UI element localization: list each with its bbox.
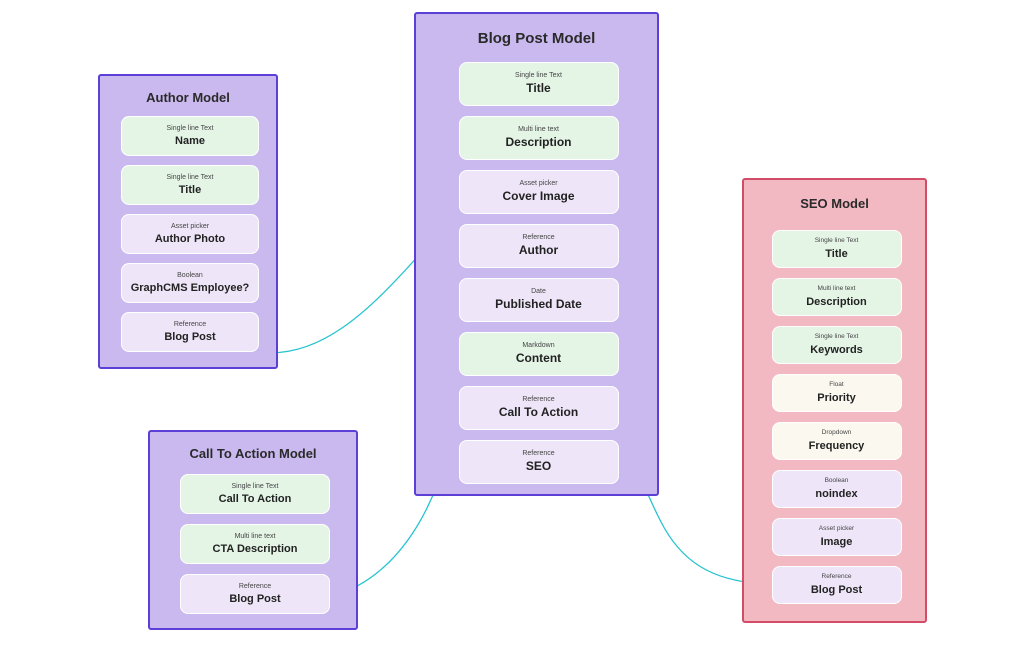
field-type: Reference	[522, 396, 554, 403]
field-type: Reference	[822, 574, 852, 581]
model-cta: Call To Action Model Single line Text Call…	[148, 430, 358, 630]
field-seo-6: Asset picker Image	[772, 518, 902, 556]
diagram-canvas: Author ModelSingle line TextNameSingle l…	[0, 0, 1024, 653]
field-name: Description	[806, 296, 867, 308]
field-type: Float	[829, 382, 843, 389]
field-type: Single line Text	[515, 72, 562, 79]
field-cta-1: Multi line text CTA Description	[180, 524, 330, 564]
field-blogpost-7: Reference SEO	[459, 440, 619, 484]
field-name: Blog Post	[811, 584, 862, 596]
field-blogpost-5: Markdown Content	[459, 332, 619, 376]
field-name: Cover Image	[502, 190, 574, 203]
field-blogpost-4: Date Published Date	[459, 278, 619, 322]
field-name: Content	[516, 352, 561, 365]
field-type: Boolean	[177, 272, 203, 279]
field-name: GraphCMS Employee?	[131, 282, 250, 294]
field-seo-2: Single line Text Keywords	[772, 326, 902, 364]
field-type: Multi line text	[818, 286, 856, 293]
model-author: Author ModelSingle line TextNameSingle l…	[98, 74, 278, 369]
field-type: Multi line text	[518, 126, 559, 133]
field-type: Boolean	[825, 478, 849, 485]
field-name: Blog Post	[164, 331, 215, 343]
field-type: Reference	[522, 450, 554, 457]
model-seo: SEO Model Single line Text Title Multi line…	[742, 178, 927, 623]
field-type: Date	[531, 288, 546, 295]
model-title-blogpost: Blog Post Model	[478, 30, 596, 47]
field-cta-2: Reference Blog Post	[180, 574, 330, 614]
model-title-author: Author Model	[146, 90, 230, 105]
field-cta-0: Single line Text Call To Action	[180, 474, 330, 514]
field-seo-1: Multi line text Description	[772, 278, 902, 316]
field-type: Reference	[522, 234, 554, 241]
field-name: Author Photo	[155, 233, 225, 245]
field-name: CTA Description	[213, 543, 298, 555]
field-type: Single line Text	[167, 174, 214, 181]
field-name: SEO	[526, 460, 551, 473]
field-blogpost-2: Asset picker Cover Image	[459, 170, 619, 214]
field-type: Single line Text	[815, 238, 859, 245]
field-name: Name	[175, 135, 205, 147]
field-type: Multi line text	[235, 533, 276, 540]
field-type: Asset picker	[819, 526, 854, 533]
model-title-seo: SEO Model	[800, 196, 869, 211]
field-name: Title	[526, 82, 550, 95]
field-type: Markdown	[522, 342, 554, 349]
field-seo-0: Single line Text Title	[772, 230, 902, 268]
field-blogpost-0: Single line Text Title	[459, 62, 619, 106]
field-name: Description	[505, 136, 571, 149]
field-name: Priority	[817, 392, 856, 404]
field-name: Title	[179, 184, 201, 196]
field-author-1: Single line Text Title	[121, 165, 259, 205]
field-seo-3: Float Priority	[772, 374, 902, 412]
field-name: Call To Action	[219, 493, 292, 505]
field-type: Dropdown	[822, 430, 852, 437]
field-seo-5: Boolean noindex	[772, 470, 902, 508]
field-author-2: Asset picker Author Photo	[121, 214, 259, 254]
field-name: Frequency	[809, 440, 865, 452]
field-blogpost-1: Multi line text Description	[459, 116, 619, 160]
field-type: Asset picker	[171, 223, 209, 230]
field-author-0: Single line Text Name	[121, 116, 259, 156]
field-type: Reference	[174, 321, 206, 328]
field-type: Single line Text	[232, 483, 279, 490]
field-type: Single line Text	[167, 125, 214, 132]
field-seo-7: Reference Blog Post	[772, 566, 902, 604]
field-name: Author	[519, 244, 558, 257]
field-blogpost-6: Reference Call To Action	[459, 386, 619, 430]
field-author-4: Reference Blog Post	[121, 312, 259, 352]
field-type: Asset picker	[519, 180, 557, 187]
field-blogpost-3: Reference Author	[459, 224, 619, 268]
field-author-3: Boolean GraphCMS Employee?	[121, 263, 259, 303]
field-name: Published Date	[495, 298, 582, 311]
field-type: Single line Text	[815, 334, 859, 341]
field-name: noindex	[815, 488, 857, 500]
field-name: Blog Post	[229, 593, 280, 605]
field-type: Reference	[239, 583, 271, 590]
field-name: Call To Action	[499, 406, 578, 419]
field-name: Image	[821, 536, 853, 548]
field-name: Title	[825, 248, 847, 260]
field-name: Keywords	[810, 344, 863, 356]
field-seo-4: Dropdown Frequency	[772, 422, 902, 460]
model-blogpost: Blog Post Model Single line Text Title Mult…	[414, 12, 659, 496]
model-title-cta: Call To Action Model	[189, 446, 316, 461]
